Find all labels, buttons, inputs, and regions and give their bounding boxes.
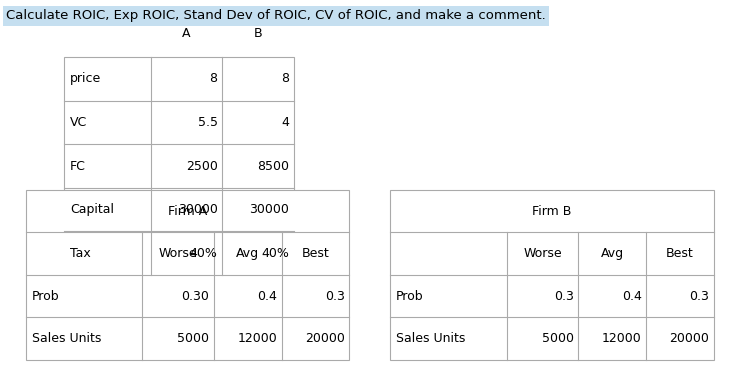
Text: price: price	[70, 72, 102, 86]
Text: 0.3: 0.3	[554, 290, 574, 303]
Text: Avg: Avg	[601, 247, 623, 260]
Bar	[26, 190, 349, 360]
Text: Worse: Worse	[159, 247, 197, 260]
Text: 8: 8	[281, 72, 289, 86]
Text: 8500: 8500	[258, 159, 289, 173]
Text: 5000: 5000	[542, 332, 574, 345]
Text: 8: 8	[209, 72, 218, 86]
Text: 0.3: 0.3	[325, 290, 345, 303]
Text: 0.3: 0.3	[690, 290, 709, 303]
Text: 20000: 20000	[305, 332, 345, 345]
Text: Firm B: Firm B	[532, 205, 572, 218]
Text: Best: Best	[302, 247, 329, 260]
Text: Tax: Tax	[70, 246, 91, 260]
Text: Best: Best	[666, 247, 694, 260]
Bar	[64, 57, 294, 275]
Text: Firm A: Firm A	[168, 205, 207, 218]
Text: 30000: 30000	[249, 203, 289, 216]
Text: 12000: 12000	[602, 332, 642, 345]
Text: Prob: Prob	[396, 290, 424, 303]
Text: 12000: 12000	[237, 332, 277, 345]
Text: Avg: Avg	[236, 247, 259, 260]
Text: VC: VC	[70, 116, 87, 129]
Text: 5.5: 5.5	[197, 116, 218, 129]
Text: B: B	[254, 27, 262, 40]
Text: Worse: Worse	[523, 247, 562, 260]
Text: 30000: 30000	[178, 203, 218, 216]
Text: 0.4: 0.4	[258, 290, 277, 303]
Text: Sales Units: Sales Units	[396, 332, 465, 345]
Text: Prob: Prob	[32, 290, 59, 303]
Text: A: A	[182, 27, 191, 40]
Text: 40%: 40%	[261, 246, 289, 260]
Text: Calculate ROIC, Exp ROIC, Stand Dev of ROIC, CV of ROIC, and make a comment.: Calculate ROIC, Exp ROIC, Stand Dev of R…	[6, 9, 546, 22]
Text: 5000: 5000	[178, 332, 209, 345]
Text: 4: 4	[282, 116, 289, 129]
Text: 0.30: 0.30	[181, 290, 209, 303]
Text: FC: FC	[70, 159, 86, 173]
Bar	[390, 190, 714, 360]
Text: 2500: 2500	[186, 159, 218, 173]
Text: Capital: Capital	[70, 203, 114, 216]
Text: Sales Units: Sales Units	[32, 332, 101, 345]
Text: 0.4: 0.4	[622, 290, 642, 303]
Text: 40%: 40%	[190, 246, 218, 260]
Text: 20000: 20000	[669, 332, 709, 345]
